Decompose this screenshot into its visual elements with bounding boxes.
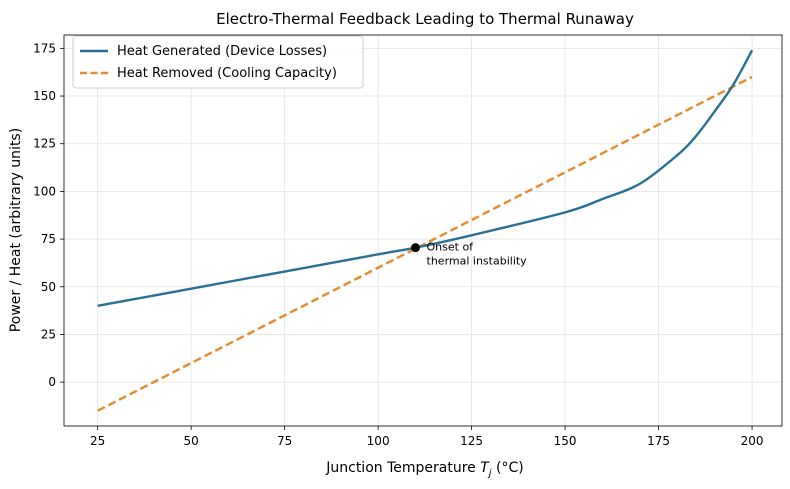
x-tick-label: 100 — [367, 434, 390, 448]
series-group — [97, 49, 754, 412]
x-tick-label: 125 — [460, 434, 483, 448]
x-axis-label-subscript: j — [487, 468, 492, 479]
legend-box — [72, 35, 364, 89]
x-tick-label: 75 — [277, 434, 292, 448]
y-axis-label: Power / Heat (arbitrary units) — [8, 128, 24, 332]
y-tick-label: 75 — [41, 232, 56, 246]
legend: Heat Generated (Device Losses) Heat Remo… — [72, 35, 364, 89]
y-tick-label: 125 — [33, 137, 56, 151]
annotation-marker — [411, 243, 421, 253]
annotation-label-line: thermal instability — [427, 255, 528, 268]
grid — [64, 35, 782, 426]
x-tick-label: 175 — [647, 434, 670, 448]
legend-label-heat-removed: Heat Removed (Cooling Capacity) — [117, 66, 337, 81]
y-tick-label: 100 — [33, 184, 56, 198]
x-axis-label-unit: (°C) — [492, 460, 524, 476]
x-axis-label: Junction Temperature Tj (°C) — [325, 460, 523, 479]
plot-frame — [63, 34, 783, 427]
annotation-label-line: Onset of — [427, 241, 475, 254]
x-axis-label-variable: T — [480, 460, 490, 476]
x-axis-label-main: Junction Temperature — [325, 460, 480, 476]
series-line-heat-removed — [97, 75, 753, 412]
legend-label-heat-generated: Heat Generated (Device Losses) — [117, 44, 327, 59]
chart-title: Electro-Thermal Feedback Leading to Ther… — [216, 10, 634, 28]
x-tick-label: 50 — [184, 434, 199, 448]
series-line-heat-generated — [97, 49, 754, 308]
x-tick-label: 200 — [741, 434, 764, 448]
y-tick-label: 150 — [33, 89, 56, 103]
x-tick-label: 150 — [554, 434, 577, 448]
y-tick-label: 25 — [41, 327, 56, 341]
y-tick-label: 0 — [48, 375, 56, 389]
x-tick-label: 25 — [90, 434, 105, 448]
y-tick-label: 175 — [33, 41, 56, 55]
ticks: 25 50 75 100 125 150 175 200 0 25 50 75 100 125 150 175 — [33, 41, 763, 448]
y-tick-label: 50 — [41, 280, 56, 294]
